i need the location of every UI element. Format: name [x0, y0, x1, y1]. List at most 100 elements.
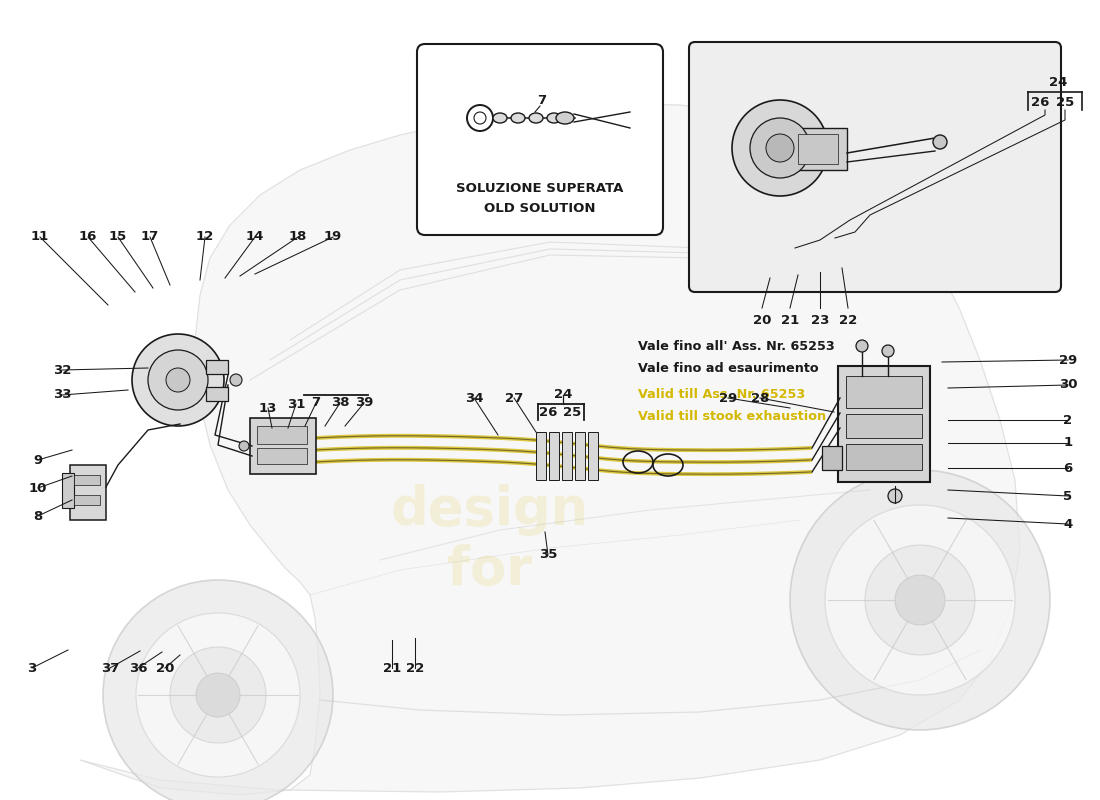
Text: 19: 19	[323, 230, 342, 243]
Circle shape	[750, 118, 810, 178]
Text: 23: 23	[811, 314, 829, 326]
Ellipse shape	[547, 113, 561, 123]
Circle shape	[888, 489, 902, 503]
Text: 36: 36	[129, 662, 147, 674]
Text: 18: 18	[289, 230, 307, 243]
Text: 20: 20	[752, 314, 771, 326]
Bar	[846, 376, 922, 408]
Text: OLD SOLUTION: OLD SOLUTION	[484, 202, 596, 215]
Text: Vale fino all' Ass. Nr. 65253: Vale fino all' Ass. Nr. 65253	[638, 340, 835, 353]
Bar	[536, 432, 546, 480]
Bar	[74, 475, 100, 485]
Text: 2: 2	[1064, 414, 1072, 426]
Text: 20: 20	[156, 662, 174, 674]
Text: 4: 4	[1064, 518, 1072, 530]
FancyBboxPatch shape	[417, 44, 663, 235]
Text: 37: 37	[101, 662, 119, 674]
Bar	[70, 465, 106, 520]
Bar	[575, 432, 585, 480]
Text: SOLUZIONE SUPERATA: SOLUZIONE SUPERATA	[456, 182, 624, 195]
Bar	[257, 426, 307, 444]
Text: 8: 8	[33, 510, 43, 522]
Text: 6: 6	[1064, 462, 1072, 474]
Text: 16: 16	[79, 230, 97, 243]
Ellipse shape	[529, 113, 543, 123]
Circle shape	[136, 613, 300, 777]
Text: 33: 33	[53, 389, 72, 402]
Circle shape	[196, 673, 240, 717]
Circle shape	[825, 505, 1015, 695]
Text: 12: 12	[196, 230, 214, 243]
Bar	[562, 432, 572, 480]
Text: 1: 1	[1064, 437, 1072, 450]
Text: 32: 32	[53, 363, 72, 377]
Bar	[206, 360, 228, 374]
Text: 17: 17	[141, 230, 160, 243]
Circle shape	[865, 545, 975, 655]
Text: 5: 5	[1064, 490, 1072, 502]
Bar	[62, 473, 74, 508]
Text: Valid till Ass. Nr. 65253: Valid till Ass. Nr. 65253	[638, 388, 805, 401]
Text: 30: 30	[1058, 378, 1077, 391]
Text: 25: 25	[1056, 95, 1074, 109]
Bar	[846, 444, 922, 470]
Text: 22: 22	[839, 314, 857, 326]
Text: 26: 26	[539, 406, 558, 419]
Circle shape	[103, 580, 333, 800]
Text: 29: 29	[1059, 354, 1077, 366]
Text: 14: 14	[245, 230, 264, 243]
Text: 25: 25	[563, 406, 581, 419]
Circle shape	[933, 135, 947, 149]
Bar	[206, 387, 228, 401]
Circle shape	[882, 345, 894, 357]
Bar	[588, 432, 598, 480]
FancyBboxPatch shape	[838, 366, 930, 482]
Text: 7: 7	[311, 397, 320, 410]
Text: 3: 3	[28, 662, 36, 674]
Circle shape	[856, 340, 868, 352]
Text: 10: 10	[29, 482, 47, 494]
Text: 29: 29	[719, 391, 737, 405]
Circle shape	[732, 100, 828, 196]
Circle shape	[132, 334, 224, 426]
Circle shape	[148, 350, 208, 410]
Text: 26: 26	[1031, 95, 1049, 109]
Circle shape	[170, 647, 266, 743]
Text: design
for: design for	[390, 484, 590, 596]
Bar	[798, 134, 838, 164]
Ellipse shape	[493, 113, 507, 123]
Text: Valid till stook exhaustion: Valid till stook exhaustion	[638, 410, 826, 423]
FancyBboxPatch shape	[250, 418, 316, 474]
Bar	[822, 446, 842, 470]
Text: 34: 34	[464, 391, 483, 405]
Bar	[549, 432, 559, 480]
Text: 38: 38	[331, 397, 350, 410]
Text: 24: 24	[1048, 75, 1067, 89]
Text: 11: 11	[31, 230, 50, 243]
Bar	[846, 414, 922, 438]
Text: Vale fino ad esaurimento: Vale fino ad esaurimento	[638, 362, 818, 375]
Bar	[74, 495, 100, 505]
Polygon shape	[80, 104, 1020, 795]
Text: 22: 22	[406, 662, 425, 674]
Text: 9: 9	[33, 454, 43, 466]
Circle shape	[166, 368, 190, 392]
Bar	[257, 448, 307, 464]
Text: 21: 21	[383, 662, 402, 674]
Text: 15: 15	[109, 230, 128, 243]
Ellipse shape	[512, 113, 525, 123]
Text: 27: 27	[505, 391, 524, 405]
Text: 24: 24	[553, 389, 572, 402]
Text: 7: 7	[538, 94, 547, 106]
FancyBboxPatch shape	[689, 42, 1062, 292]
Text: 31: 31	[287, 398, 305, 410]
Text: 39: 39	[355, 397, 373, 410]
Text: 35: 35	[539, 549, 558, 562]
Circle shape	[895, 575, 945, 625]
Text: 13: 13	[258, 402, 277, 414]
Circle shape	[766, 134, 794, 162]
Text: 28: 28	[751, 391, 769, 405]
Circle shape	[230, 374, 242, 386]
Text: 21: 21	[781, 314, 799, 326]
Ellipse shape	[556, 112, 574, 124]
